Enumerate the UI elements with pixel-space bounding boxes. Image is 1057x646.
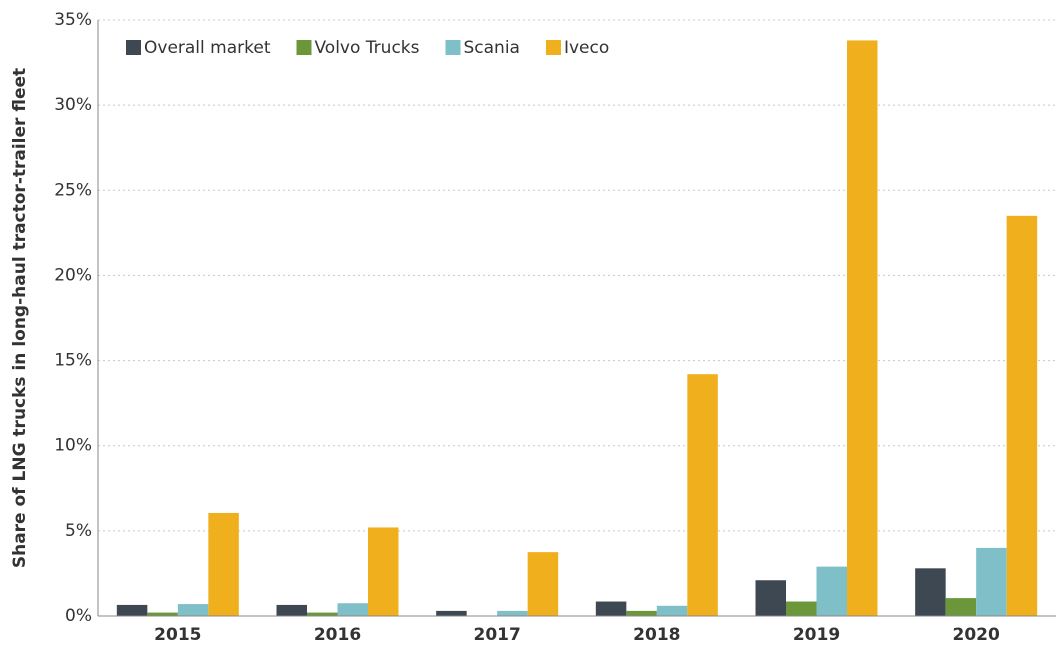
x-tick-label: 2017 (474, 625, 521, 645)
y-axis-label: Share of LNG trucks in long-haul tractor… (10, 68, 30, 568)
bar (915, 568, 946, 616)
y-tick-label: 25% (54, 180, 92, 200)
x-tick-label: 2015 (154, 625, 201, 645)
bar (786, 601, 817, 616)
legend-label: Overall market (144, 38, 271, 58)
bar (527, 552, 559, 616)
y-tick-label: 15% (54, 351, 92, 371)
y-tick-label: 20% (54, 265, 92, 285)
legend-label: Iveco (564, 38, 609, 58)
x-tick-label: 2016 (314, 625, 361, 645)
bar (337, 603, 368, 616)
bar (687, 374, 718, 616)
y-tick-label: 0% (65, 606, 92, 626)
bar (816, 566, 847, 616)
bar (177, 604, 209, 616)
bar (307, 612, 338, 616)
bar (626, 610, 657, 616)
y-tick-label: 30% (54, 95, 92, 115)
y-tick-label: 35% (54, 10, 92, 30)
bar (945, 598, 977, 616)
bar (1006, 215, 1038, 617)
x-tick-label: 2019 (793, 625, 840, 645)
bar (595, 601, 627, 616)
legend-label: Scania (464, 38, 520, 58)
bar (276, 604, 307, 616)
bar (976, 547, 1007, 616)
x-tick-label: 2018 (633, 625, 680, 645)
bar (116, 604, 148, 616)
legend-swatch (545, 40, 561, 55)
bar (656, 605, 688, 616)
legend-label: Volvo Trucks (315, 38, 420, 58)
bar (497, 610, 528, 616)
legend-swatch (126, 40, 141, 55)
bar (847, 40, 878, 617)
bar (436, 610, 467, 616)
legend-swatch (296, 40, 312, 55)
bar (755, 580, 786, 616)
bar (368, 527, 399, 616)
x-tick-label: 2020 (953, 625, 1000, 645)
bar (208, 512, 239, 616)
y-tick-label: 10% (54, 436, 92, 456)
legend-swatch (445, 40, 461, 55)
bar (147, 612, 178, 616)
y-tick-label: 5% (65, 521, 92, 541)
